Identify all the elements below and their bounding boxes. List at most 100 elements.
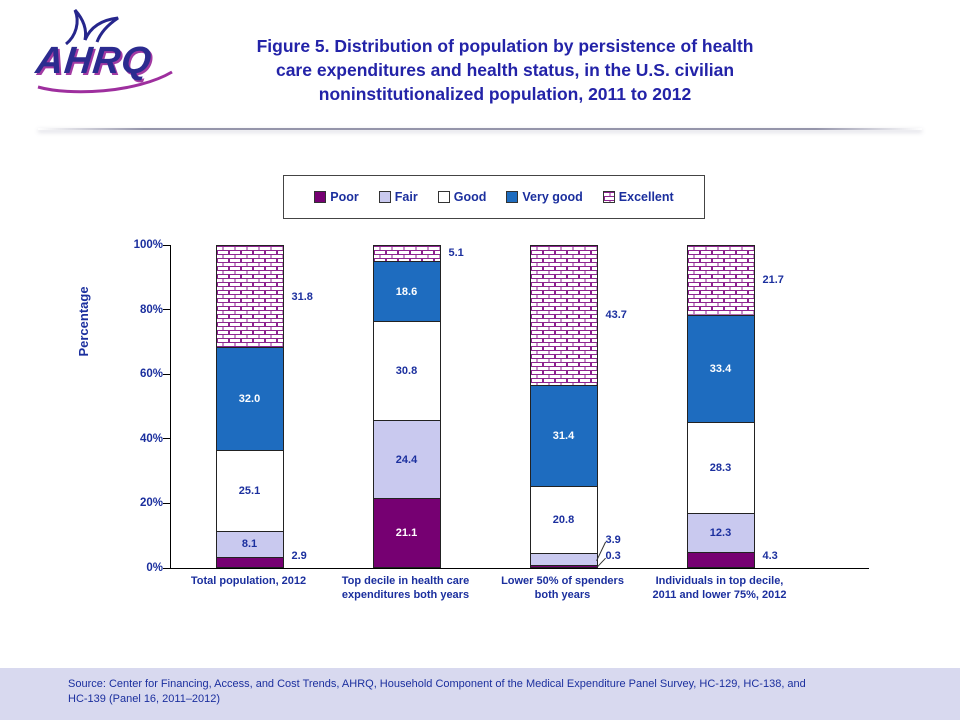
bar-segment-poor	[216, 557, 283, 567]
category-label-line: Total population, 2012	[190, 575, 307, 587]
bar-segment-fair: 12.3	[687, 513, 754, 554]
tick-label: 40%	[139, 432, 163, 445]
tick-mark	[163, 502, 171, 504]
tick-label: 20%	[139, 497, 163, 510]
value-label: 31.8	[291, 290, 313, 303]
tick-label: 0%	[146, 562, 163, 574]
legend-swatch	[437, 191, 450, 203]
legend-item-excellent: Excellent	[602, 190, 674, 204]
category-label: Top decile in health care expenditures bo…	[327, 574, 484, 602]
eagle-icon	[65, 8, 119, 46]
value-label: 5.1	[448, 247, 464, 260]
tick-label: 60%	[139, 368, 163, 381]
value-label: 30.8	[395, 365, 418, 378]
bars-container: 8.1 25.1 32.0 2.9 31.8 21.1 24.4 30.8 18.6 5.1 20.…	[171, 245, 799, 568]
category-label: Total population, 2012	[170, 574, 327, 588]
value-label: 28.3	[709, 461, 732, 474]
source-band: Source: Center for Financing, Access, an…	[0, 668, 960, 720]
bar-segment-poor	[530, 566, 597, 567]
tick-mark	[163, 567, 171, 569]
bar-segment-excellent	[687, 246, 754, 316]
bar-segment-good: 25.1	[216, 451, 283, 532]
value-label: 25.1	[238, 484, 261, 497]
bar-segment-fair: 8.1	[216, 531, 283, 558]
tick-label: 100%	[133, 239, 163, 251]
chart-legend: Poor Fair Good Very good Excellent	[283, 175, 705, 219]
value-label: 21.7	[762, 274, 784, 287]
value-label: 12.3	[709, 526, 732, 539]
legend-label: Good	[453, 190, 487, 204]
value-label: 21.1	[395, 527, 418, 540]
value-label: 3.9	[605, 534, 621, 546]
category-label: Individuals in top decile, 2011 and lower…	[641, 574, 798, 602]
bar-segment-poor	[687, 553, 754, 567]
tick-mark	[163, 373, 171, 375]
value-label: 2.9	[291, 550, 307, 562]
title-line: Figure 5. Distribution of population by …	[256, 36, 754, 56]
value-label: 20.8	[552, 513, 575, 526]
title-line: care expenditures and health status, in …	[275, 60, 735, 80]
bar-segment-poor: 21.1	[373, 499, 440, 567]
value-label: 24.4	[395, 453, 418, 466]
ahrq-logo: AHRQ	[33, 8, 196, 116]
bar-slot: 20.8 31.4 0.3 3.9 43.7	[485, 245, 642, 568]
bar-segment-good: 30.8	[373, 322, 440, 421]
category-label-line: Individuals in top decile,	[655, 575, 784, 587]
header-divider	[38, 128, 922, 130]
value-label: 31.4	[552, 430, 575, 442]
stacked-bar: 8.1 25.1 32.0	[215, 245, 284, 568]
bar-segment-fair: 24.4	[373, 420, 440, 500]
legend-label: Excellent	[618, 190, 674, 204]
tick-mark	[163, 309, 171, 311]
category-label-line: 2011 and lower 75%, 2012	[652, 589, 787, 601]
y-axis-title: Percentage	[76, 286, 91, 357]
legend-swatch	[602, 191, 615, 203]
legend-item-very-good: Very good	[506, 190, 583, 204]
stacked-bar: 21.1 24.4 30.8 18.6	[372, 245, 441, 568]
source-text: HC-139 (Panel 16, 2011–2012)	[68, 693, 221, 705]
y-axis: 0% 20% 40% 60% 80% 100%	[105, 239, 163, 574]
tick-mark	[163, 438, 171, 440]
legend-label: Poor	[330, 190, 359, 204]
bar-segment-excellent	[373, 246, 440, 263]
bar-segment-good: 28.3	[687, 422, 754, 514]
value-label: 4.3	[762, 550, 778, 562]
bar-segment-fair	[530, 553, 597, 567]
legend-item-poor: Poor	[314, 190, 359, 204]
stacked-bar: 12.3 28.3 33.4	[686, 245, 755, 568]
category-label-line: both years	[534, 589, 591, 601]
tick-label: 80%	[139, 303, 163, 316]
legend-swatch	[314, 191, 327, 203]
tick-mark	[163, 244, 171, 246]
bar-segment-very-good: 31.4	[530, 386, 597, 487]
category-label-line: Top decile in health care	[341, 575, 470, 587]
value-label: 43.7	[605, 309, 627, 322]
bar-segment-good: 20.8	[530, 486, 597, 554]
value-label: 8.1	[241, 538, 258, 551]
stacked-bar: 20.8 31.4	[529, 245, 598, 568]
bar-segment-very-good: 32.0	[216, 348, 283, 452]
bar-slot: 8.1 25.1 32.0 2.9 31.8	[171, 245, 328, 568]
category-label: Lower 50% of spenders both years	[484, 574, 641, 602]
bar-segment-excellent	[216, 246, 283, 349]
page-title: Figure 5. Distribution of population by …	[175, 34, 835, 106]
legend-label: Very good	[522, 190, 583, 204]
legend-swatch	[506, 191, 519, 203]
bar-segment-very-good: 33.4	[687, 315, 754, 423]
legend-item-fair: Fair	[378, 190, 418, 204]
value-label: 18.6	[395, 285, 418, 298]
value-label: 33.4	[709, 362, 732, 375]
category-label-line: expenditures both years	[341, 589, 470, 601]
legend-label: Fair	[394, 190, 418, 204]
value-label: 32.0	[238, 393, 261, 406]
x-axis-labels: Total population, 2012 Top decile in heal…	[170, 574, 798, 614]
legend-item-good: Good	[437, 190, 487, 204]
title-line: noninstitutionalized population, 2011 to…	[318, 84, 692, 104]
bar-slot: 21.1 24.4 30.8 18.6 5.1	[328, 245, 485, 568]
ahrq-logo-text: AHRQ	[33, 40, 155, 82]
source-text: Source: Center for Financing, Access, an…	[68, 678, 806, 690]
value-label: 0.3	[605, 550, 621, 562]
plot-area: 8.1 25.1 32.0 2.9 31.8 21.1 24.4 30.8 18.6 5.1 20.…	[163, 244, 869, 569]
bar-segment-excellent	[530, 246, 597, 387]
